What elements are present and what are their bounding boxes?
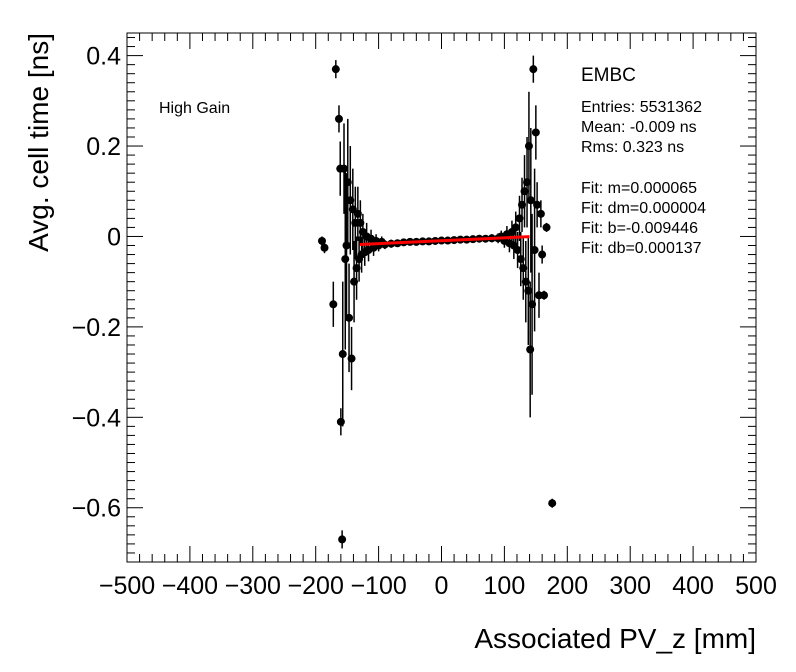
data-point [533,200,542,209]
data-point [513,246,522,255]
data-point [538,250,547,259]
y-tick-label: −0.4 [72,404,121,432]
x-tick-label: −300 [225,572,281,600]
data-points [317,55,557,549]
data-point [338,535,347,544]
y-axis-title: Avg. cell time [ns] [23,33,54,252]
y-tick-label: 0.2 [86,133,121,161]
y-tick-label: 0.4 [86,43,121,71]
x-tick-label: 500 [735,572,777,600]
stats-mean: Mean: -0.009 ns [581,119,697,136]
data-point [531,128,540,137]
high-gain-label: High Gain [159,100,230,117]
stats-fit-db: Fit: db=0.000137 [581,240,702,257]
data-point [320,243,329,252]
data-point [336,417,345,426]
data-point [340,164,349,173]
data-point [331,65,340,74]
stats-fit-m: Fit: m=0.000065 [581,180,697,197]
major-ticks [126,33,757,562]
data-point [542,223,551,232]
data-point [345,313,354,322]
x-tick-label: 100 [484,572,526,600]
x-tick-label: −500 [99,572,155,600]
x-axis-title: Associated PV_z [mm] [474,623,756,654]
y-tick-label: 0 [107,223,121,251]
data-point [329,300,338,309]
data-point [526,345,535,354]
y-tick-label: −0.2 [72,314,121,342]
data-point [341,255,350,264]
stats-rms: Rms: 0.323 ns [581,139,684,156]
data-point [342,241,351,250]
stats-title: EMBC [581,65,636,86]
data-point [523,178,532,187]
x-tick-label: 200 [546,572,588,600]
fit-line [359,235,530,247]
minor-ticks [127,33,756,563]
stats-box: EMBC Entries: 5531362 Mean: -0.009 ns Rm… [581,65,706,257]
data-point [347,354,356,363]
x-tick-label: −200 [288,572,344,600]
x-tick-label: −100 [350,572,406,600]
x-tick-label: 300 [609,572,651,600]
data-point [536,209,545,218]
y-tick-label: −0.6 [72,495,121,523]
data-point [524,286,533,295]
stats-fit-dm: Fit: dm=0.000004 [581,200,706,217]
data-point [540,291,549,300]
stats-fit-b: Fit: b=-0.009446 [581,220,698,237]
stats-entries: Entries: 5531362 [581,99,702,116]
data-point [526,196,535,205]
data-point [548,499,557,508]
data-point [511,223,520,232]
y-tick-labels: −0.6 −0.4 −0.2 0 0.2 0.4 [72,43,121,523]
data-point [338,350,347,359]
x-tick-label: 0 [435,572,449,600]
data-point [529,65,538,74]
data-point [334,114,343,123]
data-point [530,246,539,255]
plot-area [126,32,757,563]
x-tick-label: −400 [162,572,218,600]
data-point [524,142,533,151]
x-tick-label: 400 [672,572,714,600]
x-tick-labels: −500 −400 −300 −200 −100 0 100 200 300 400 500 [99,572,777,600]
